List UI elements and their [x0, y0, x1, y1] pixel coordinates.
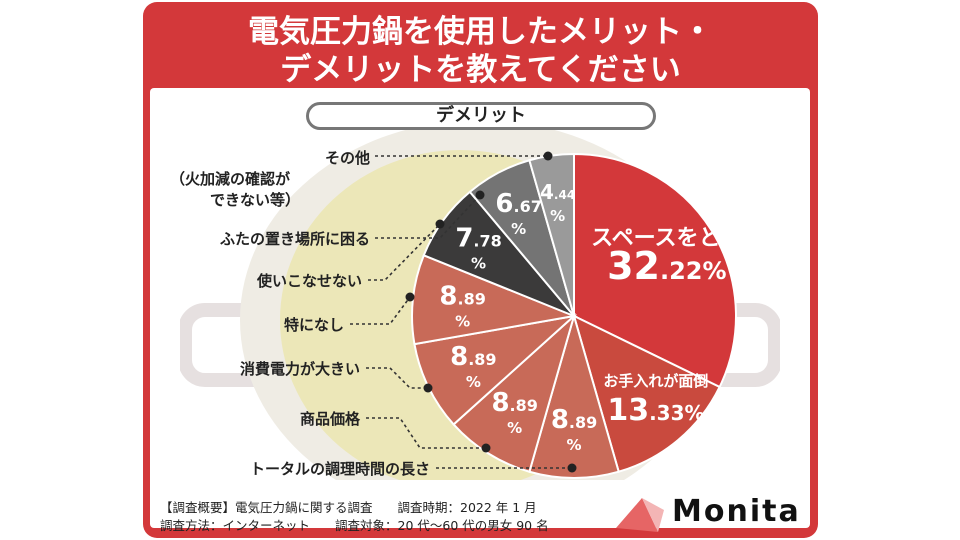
title-line-1: 電気圧力鍋を使用したメリット・ [248, 14, 713, 50]
callout-leader-line [350, 296, 411, 325]
callout-dot [405, 292, 415, 302]
pie-slice [572, 314, 721, 473]
slice-value-label: 8.89 [450, 342, 496, 372]
slice-percent-sign: % [471, 255, 486, 273]
callout-dot [543, 151, 553, 161]
callout-label: ふたの置き場所に困る [220, 230, 370, 248]
slice-percent-sign: % [507, 419, 522, 437]
title-line-2: デメリットを教えてください [280, 52, 681, 88]
callout-label: その他 [325, 149, 370, 167]
callout-label: できない等） [210, 191, 300, 209]
callout-dot [567, 463, 577, 473]
pie-slice [452, 312, 576, 473]
slice-percent-sign: % [511, 220, 526, 238]
slice-percent-sign: % [466, 373, 481, 391]
callout-label: トータルの調理時間の長さ [250, 460, 430, 478]
section-label: デメリット [306, 102, 656, 130]
logo-triangle-icon [616, 498, 664, 532]
slice-category-label: スペースをとる [591, 226, 742, 251]
footer-survey-line2: 調査方法：インターネット 調査対象：20 代～60 代の男女 90 名 [160, 518, 549, 533]
callout-leader-line [366, 367, 428, 389]
slice-percent-sign: % [550, 207, 565, 225]
callout-dot [481, 443, 491, 453]
slice-percent-sign: % [455, 312, 470, 330]
callout-label: 特になし [284, 316, 344, 334]
callout-dot [423, 383, 433, 393]
slice-percent-sign: % [567, 436, 582, 454]
callout-label: 使いこなせない [256, 272, 362, 290]
callout-dot [475, 190, 485, 200]
callout-leader-line [375, 194, 481, 239]
footer-survey-line1: 【調査概要】電気圧力鍋に関する調査 調査時期：2022 年 1 月 [160, 500, 537, 515]
callout-label: 消費電力が大きい [240, 360, 360, 378]
slice-category-label: お手入れが面倒 [603, 372, 708, 390]
callout-leader-line [366, 417, 486, 449]
callout-label: （火加減の確認が [170, 170, 291, 188]
pie-slice [528, 312, 620, 479]
pie-slice [573, 152, 737, 389]
callout-label: 商品価格 [300, 410, 361, 428]
callout-dot [435, 219, 445, 229]
brand-logo: Monita [672, 494, 801, 529]
